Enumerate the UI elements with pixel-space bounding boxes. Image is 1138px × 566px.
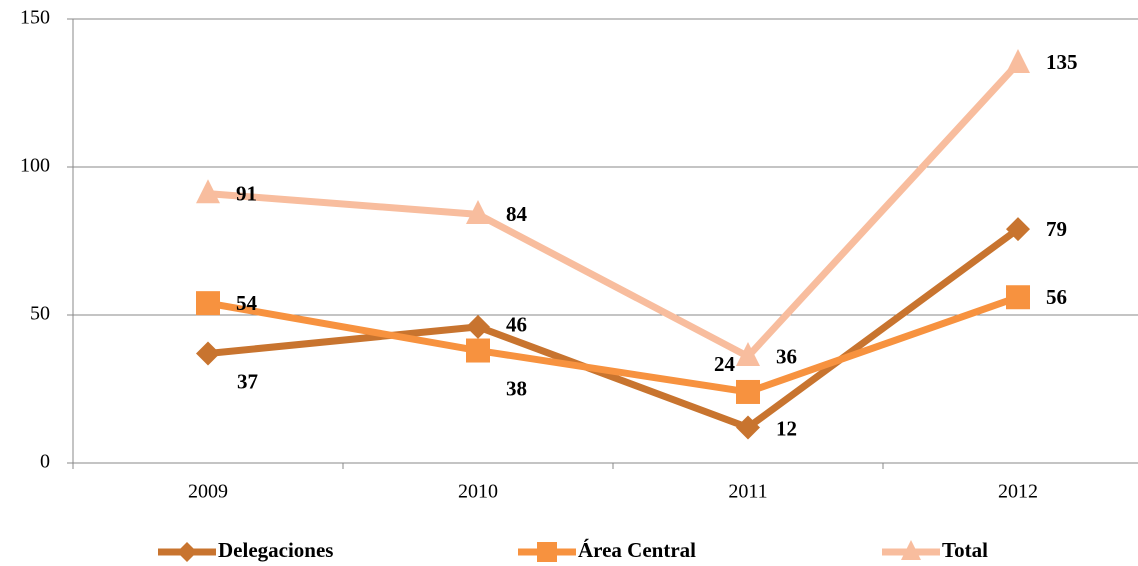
- y-tick-label: 100: [20, 155, 50, 177]
- marker: [736, 379, 760, 404]
- legend-label: Total: [942, 538, 988, 562]
- data-label: 12: [776, 416, 797, 440]
- y-tick-label: 0: [40, 451, 50, 473]
- data-label: 135: [1046, 50, 1078, 74]
- data-label: 37: [237, 369, 258, 393]
- marker: [736, 342, 760, 367]
- data-label: 91: [236, 181, 257, 205]
- series-line: [207, 61, 1021, 360]
- marker: [537, 542, 557, 562]
- data-label: 38: [506, 376, 527, 400]
- marker: [466, 199, 490, 224]
- data-label: 24: [714, 352, 736, 376]
- marker: [736, 415, 760, 440]
- legend-label: Área Central: [578, 538, 696, 562]
- marker: [1006, 285, 1030, 310]
- data-label: 79: [1046, 217, 1067, 241]
- series-line: [207, 226, 1021, 431]
- x-tick-label: 2012: [998, 481, 1038, 503]
- marker: [466, 314, 490, 339]
- x-tick-label: 2009: [188, 481, 228, 503]
- data-label: 84: [506, 202, 528, 226]
- data-label: 56: [1046, 285, 1067, 309]
- marker: [196, 179, 220, 204]
- data-label: 46: [506, 313, 527, 337]
- x-tick-label: 2010: [458, 481, 498, 503]
- marker: [901, 540, 921, 560]
- marker: [177, 542, 197, 562]
- data-label: 54: [236, 291, 258, 315]
- data-label: 36: [776, 344, 797, 368]
- marker: [196, 341, 220, 366]
- x-tick-label: 2011: [728, 481, 767, 503]
- y-tick-label: 50: [30, 303, 50, 325]
- y-tick-label: 150: [20, 7, 50, 29]
- marker: [466, 338, 490, 363]
- legend-item: Área Central: [518, 538, 696, 562]
- marker: [196, 291, 220, 316]
- marker: [1006, 217, 1030, 242]
- legend-item: Delegaciones: [158, 538, 333, 562]
- marker: [1006, 49, 1030, 73]
- series-line: [207, 293, 1020, 396]
- legend-label: Delegaciones: [218, 538, 333, 562]
- legend-item: Total: [882, 538, 988, 562]
